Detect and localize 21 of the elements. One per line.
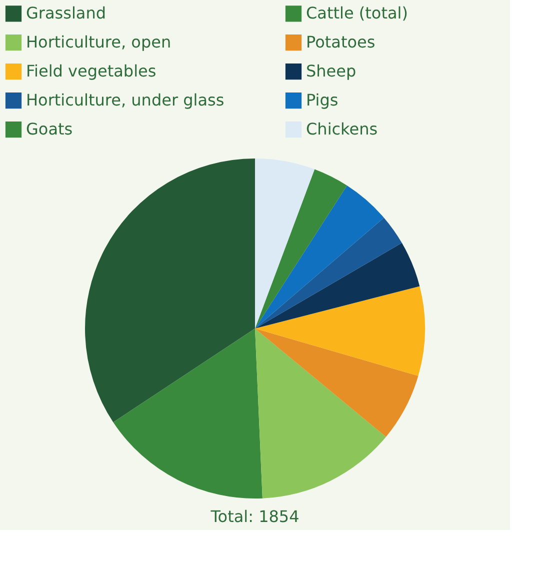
pie-slice: [255, 186, 384, 328]
pie-slice: [255, 218, 402, 328]
legend-label: Cattle (total): [306, 4, 408, 23]
legend-label: Goats: [26, 120, 73, 138]
pie-slice: [255, 158, 315, 328]
pie-slice: [255, 242, 420, 328]
legend-label: Sheep: [306, 62, 356, 80]
legend-label: Horticulture, under glass: [26, 90, 224, 110]
legend-label: Horticulture, open: [26, 32, 172, 52]
legend-label: Chickens: [306, 120, 378, 138]
pie-slice: [85, 158, 255, 422]
pie-slice: [255, 328, 386, 498]
pie-slice: [255, 286, 425, 376]
legend-label: Field vegetables: [26, 62, 156, 80]
text: Total: 1854: [210, 507, 300, 526]
pie-slice: [113, 328, 262, 498]
legend-label: Grassland: [26, 4, 106, 23]
pie-slice: [255, 328, 418, 437]
legend-label: Pigs: [306, 90, 338, 110]
pie-slice: [255, 169, 347, 328]
legend-label: Potatoes: [306, 32, 376, 52]
